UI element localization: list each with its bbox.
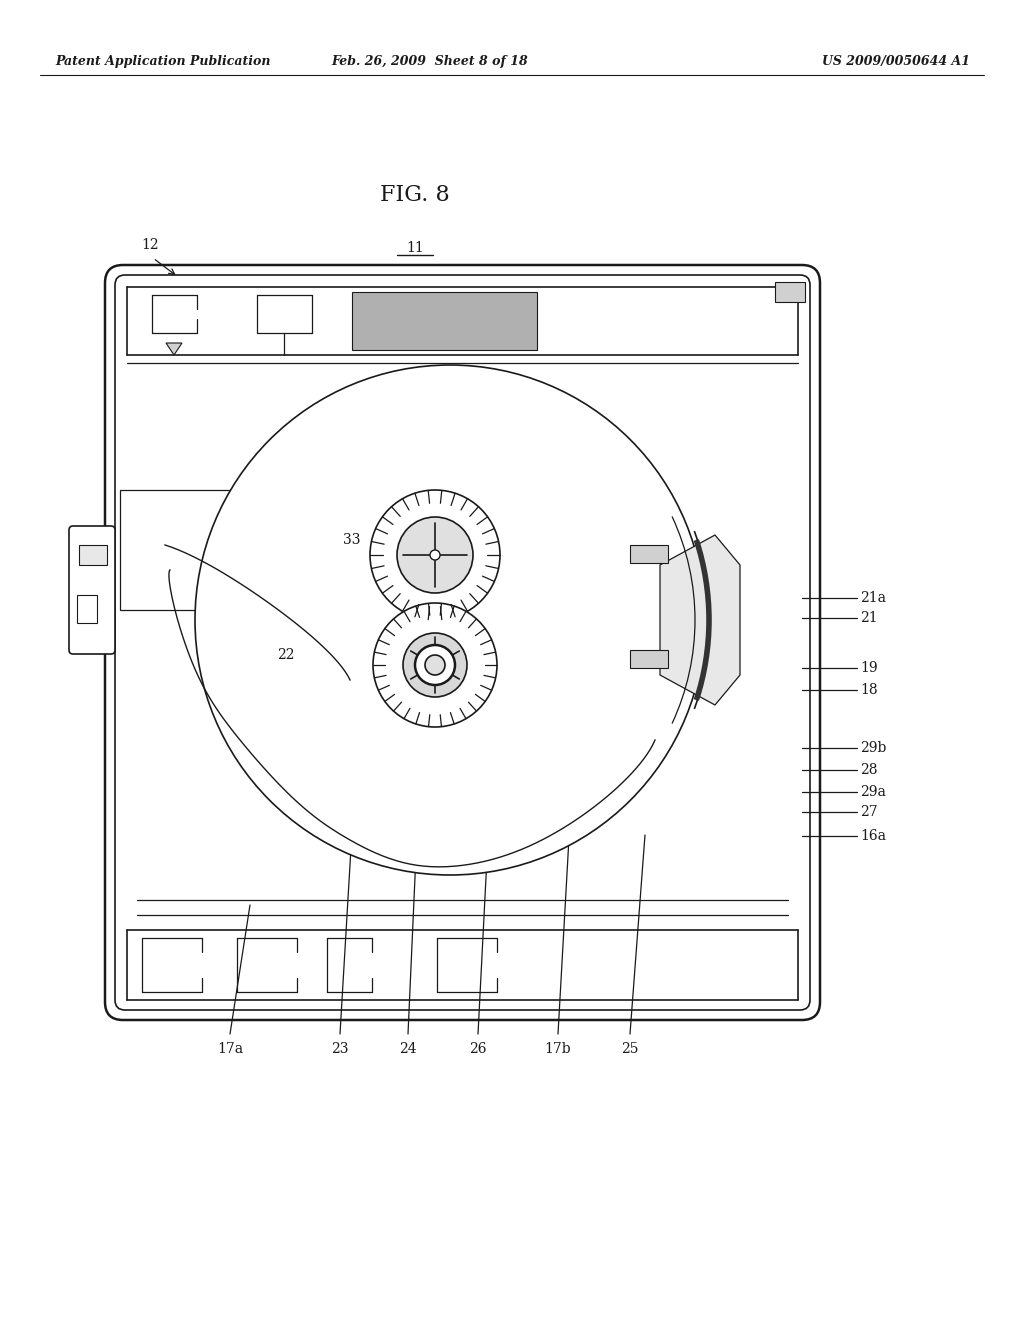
Text: 26: 26: [469, 1041, 486, 1056]
Text: 21: 21: [860, 611, 878, 624]
Text: US 2009/0050644 A1: US 2009/0050644 A1: [822, 55, 970, 69]
Text: 21a: 21a: [860, 591, 886, 605]
Text: 18: 18: [860, 682, 878, 697]
Bar: [79, 545, 106, 565]
Bar: [630, 649, 668, 668]
Circle shape: [373, 603, 497, 727]
Bar: [775, 282, 805, 302]
FancyBboxPatch shape: [115, 275, 810, 1010]
Circle shape: [397, 517, 473, 593]
Polygon shape: [660, 535, 740, 705]
Text: 33: 33: [342, 533, 360, 546]
Circle shape: [430, 550, 440, 560]
Text: 22: 22: [278, 648, 295, 663]
Text: 17b: 17b: [545, 1041, 571, 1056]
Circle shape: [195, 366, 705, 875]
Bar: [630, 545, 668, 564]
Text: 23: 23: [331, 1041, 349, 1056]
Circle shape: [370, 490, 500, 620]
Text: 17a: 17a: [217, 1041, 243, 1056]
Bar: [77, 595, 97, 623]
Text: 24: 24: [399, 1041, 417, 1056]
Text: FIG. 8: FIG. 8: [380, 183, 450, 206]
Text: 12: 12: [141, 238, 159, 252]
Circle shape: [403, 634, 467, 697]
Text: 19: 19: [860, 661, 878, 675]
Text: Patent Application Publication: Patent Application Publication: [55, 55, 270, 69]
Polygon shape: [166, 343, 182, 355]
Text: 29b: 29b: [860, 741, 887, 755]
Text: 27: 27: [860, 805, 878, 818]
Text: Feb. 26, 2009  Sheet 8 of 18: Feb. 26, 2009 Sheet 8 of 18: [332, 55, 528, 69]
FancyBboxPatch shape: [105, 265, 820, 1020]
Text: 29a: 29a: [860, 785, 886, 799]
Text: 11: 11: [407, 242, 424, 255]
Text: 25: 25: [622, 1041, 639, 1056]
Text: 28: 28: [860, 763, 878, 777]
Circle shape: [415, 645, 455, 685]
Bar: [352, 292, 537, 350]
Bar: [120, 490, 234, 610]
Text: 16a: 16a: [860, 829, 886, 843]
Circle shape: [425, 655, 445, 675]
FancyBboxPatch shape: [69, 525, 115, 653]
